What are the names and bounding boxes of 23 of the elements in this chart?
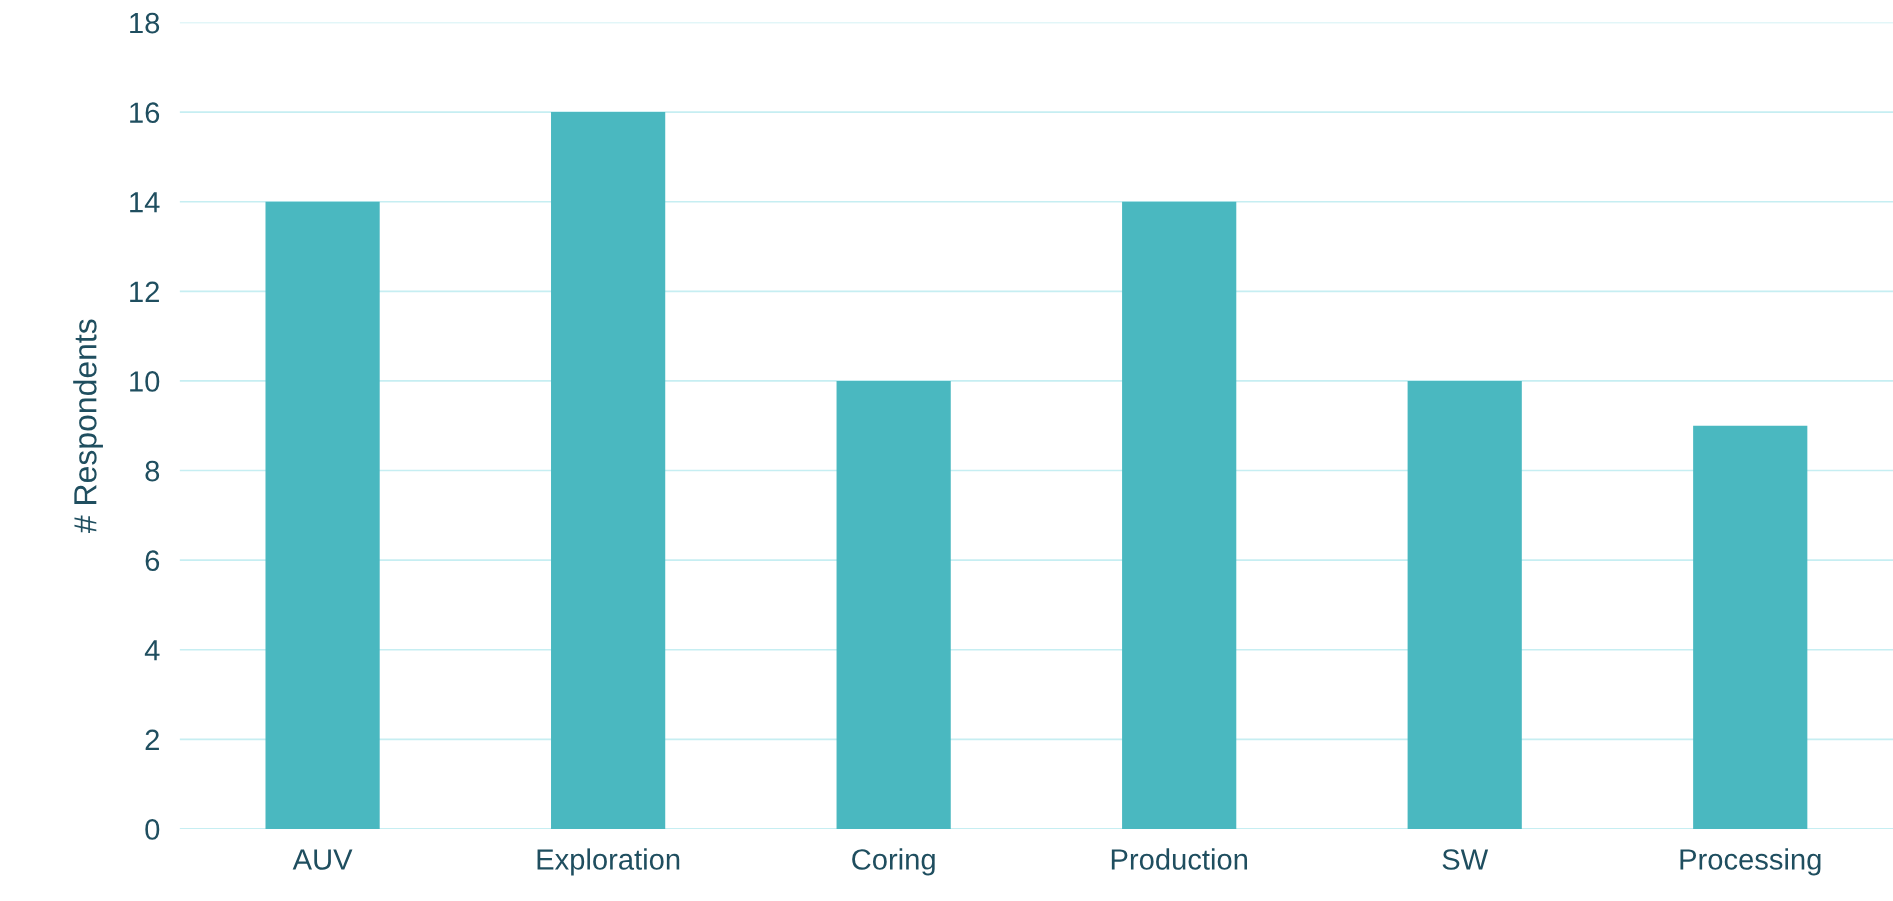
bar [1693, 425, 1808, 829]
y-tick-label: 6 [145, 550, 160, 571]
y-tick-label: 18 [130, 12, 160, 34]
y-tick-label: 8 [145, 460, 160, 482]
y-tick-label: 16 [130, 102, 160, 123]
y-tick-label: 10 [130, 371, 160, 392]
x-tick-label: Coring [852, 848, 935, 876]
x-tick-label: Processing [1680, 848, 1821, 876]
y-tick-label: 4 [144, 640, 160, 661]
bar [1122, 201, 1237, 829]
bar [836, 380, 951, 829]
y-axis-title: # Respondents [73, 319, 103, 534]
bar [1407, 380, 1522, 829]
y-tick-label: 0 [145, 819, 160, 840]
y-tick-label: 14 [130, 192, 160, 213]
y-tick-label: 2 [145, 729, 159, 750]
x-tick-label: AUV [292, 849, 353, 870]
bar [265, 201, 380, 829]
y-tick-label: 12 [130, 281, 159, 302]
x-tick-label: Production [1111, 848, 1248, 870]
x-tick-label: SW [1442, 849, 1489, 870]
x-tick-label: Exploration [537, 848, 680, 876]
bar [551, 112, 666, 829]
